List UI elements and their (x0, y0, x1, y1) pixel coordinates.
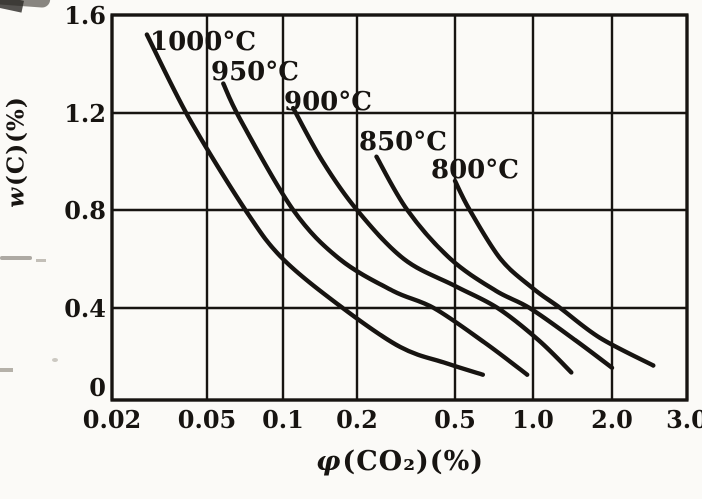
x-tick-label-2.0: 2.0 (591, 405, 633, 434)
y-tick-label-1.6: 1.6 (64, 1, 106, 30)
curve-1000c (144, 32, 485, 377)
curve-label-800c: 800°C (431, 155, 519, 185)
curve-950c (221, 81, 530, 377)
y-axis-title: w(C)(%) (3, 96, 30, 208)
x-tick-label-0.1: 0.1 (262, 405, 304, 434)
x-axis-units: (CO₂)(%) (342, 446, 485, 477)
y-axis-symbol: w (2, 186, 30, 208)
x-tick-label-0.2: 0.2 (336, 405, 378, 434)
x-tick-label-0.5: 0.5 (434, 405, 476, 434)
curve-800c (452, 178, 656, 368)
y-axis-units: (C)(%) (2, 96, 30, 186)
y-tick-label-0.4: 0.4 (64, 294, 106, 323)
plot-frame (110, 13, 689, 402)
x-tick-label-1.0: 1.0 (512, 405, 554, 434)
curve-label-900c: 900°C (284, 87, 372, 117)
x-tick-label-0.05: 0.05 (178, 405, 236, 434)
curve-label-850c: 850°C (359, 127, 447, 157)
curve-900c (291, 105, 574, 375)
curve-label-1000c: 1000°C (150, 27, 256, 57)
x-axis-title: φ(CO₂)(%) (300, 446, 500, 477)
curve-label-950c: 950°C (211, 57, 299, 87)
y-tick-label-1.2: 1.2 (64, 99, 106, 128)
curve-850c (374, 154, 615, 370)
y-tick-label-0: 0 (89, 373, 106, 402)
y-tick-label-0.8: 0.8 (64, 196, 106, 225)
x-tick-label-3.0: 3.0 (666, 405, 702, 434)
x-axis-symbol: φ (315, 446, 342, 477)
x-tick-label-0.02: 0.02 (83, 405, 141, 434)
curves-group (144, 32, 656, 377)
